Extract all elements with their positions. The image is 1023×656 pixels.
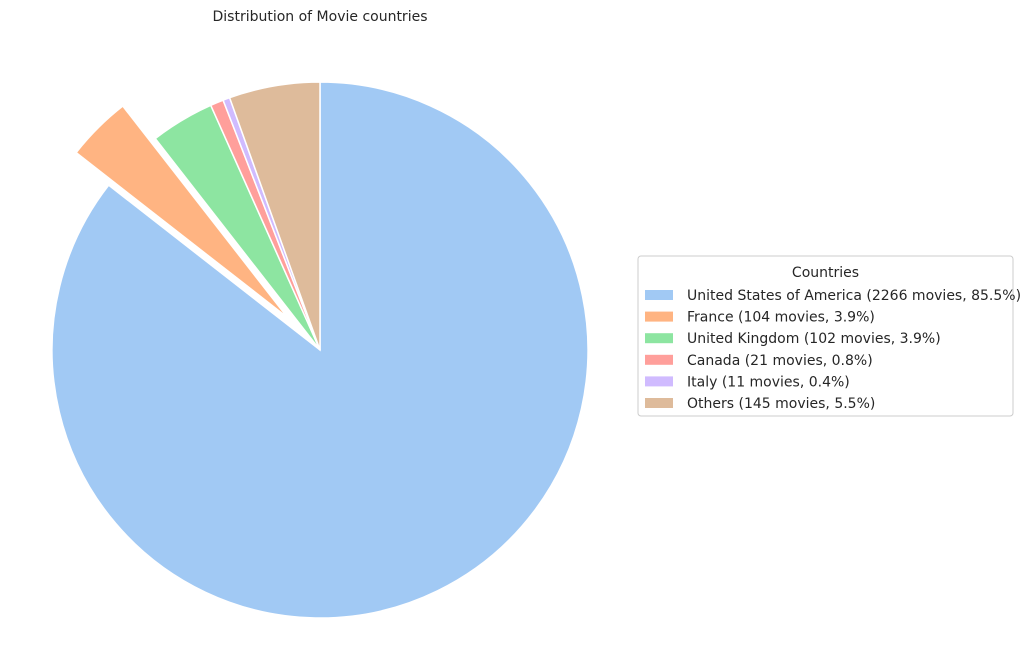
legend-swatch-5 [645,398,673,408]
legend-frame [637,255,1014,417]
legend-title: Countries [792,265,859,281]
legend-swatch-0 [645,290,673,300]
legend-label-0: United States of America (2266 movies, 8… [687,288,1021,304]
legend-label-2: United Kingdom (102 movies, 3.9%) [687,331,941,347]
legend-label-1: France (104 movies, 3.9%) [687,310,875,326]
legend-label-4: Italy (11 movies, 0.4%) [687,374,850,390]
pie-slice-5 [228,81,321,351]
pie-slices [51,81,589,619]
legend: Countries United States of America (2266… [637,255,1021,417]
legend-swatch-2 [645,333,673,344]
legend-swatch-3 [645,354,673,365]
legend-entries: United States of America (2266 movies, 8… [645,288,1021,412]
pie-slice-1 [75,104,289,319]
legend-swatch-1 [645,311,673,322]
legend-label-5: Others (145 movies, 5.5%) [687,396,875,412]
legend-swatch-4 [645,376,673,387]
legend-label-3: Canada (21 movies, 0.8%) [687,353,873,369]
chart-title: Distribution of Movie countries [212,9,427,25]
